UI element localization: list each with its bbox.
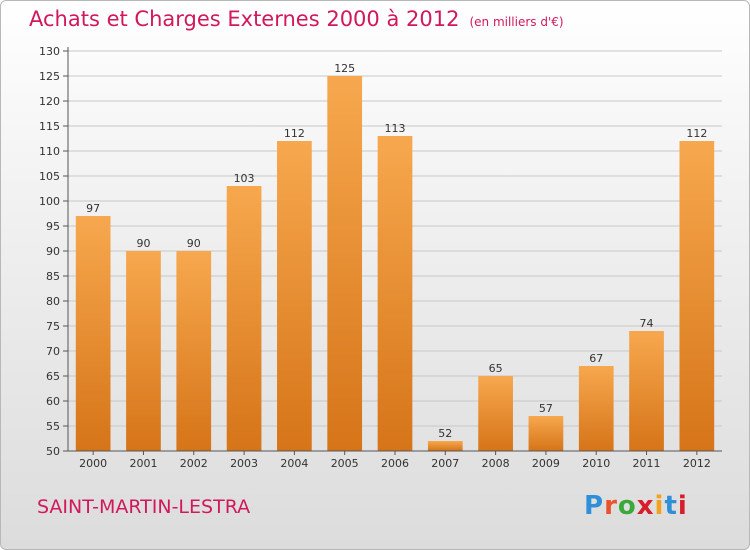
bar-2012	[679, 141, 715, 451]
y-tick-label: 115	[39, 120, 60, 133]
chart-title: Achats et Charges Externes 2000 à 2012 (e…	[29, 7, 564, 31]
logo-letter: r	[604, 491, 618, 521]
y-tick-label: 80	[46, 295, 60, 308]
y-tick-label: 110	[39, 145, 60, 158]
bar-2001	[126, 251, 161, 451]
data-label-2007: 52	[438, 427, 452, 440]
title-text: Achats et Charges Externes 2000 à 2012	[29, 7, 460, 31]
y-tick-label: 130	[39, 45, 60, 58]
data-label-2002: 90	[187, 237, 201, 250]
x-tick-label-2008: 2008	[482, 457, 510, 470]
data-label-2005: 125	[334, 62, 355, 75]
bar-2006	[377, 136, 413, 451]
x-tick-label-2005: 2005	[331, 457, 359, 470]
logo-letter: x	[636, 491, 655, 521]
bar-2009	[528, 416, 564, 451]
bar-2008	[478, 376, 513, 451]
logo-letter: P	[584, 491, 605, 521]
data-label-2009: 57	[539, 402, 553, 415]
logo-letter: i	[654, 491, 665, 521]
bar-2004	[277, 141, 312, 451]
y-tick-label: 50	[46, 445, 60, 458]
data-label-2001: 90	[136, 237, 150, 250]
proxiti-logo: Proxiti	[584, 491, 688, 521]
commune-name: SAINT-MARTIN-LESTRA	[37, 496, 251, 518]
logo-letter: i	[677, 491, 688, 521]
bar-2000	[75, 216, 111, 451]
data-label-2006: 113	[385, 122, 406, 135]
y-tick-label: 105	[39, 170, 60, 183]
data-label-2010: 67	[589, 352, 603, 365]
bars	[75, 76, 715, 451]
y-tick-label: 85	[46, 270, 60, 283]
x-tick-label-2011: 2011	[633, 457, 661, 470]
y-tick-label: 100	[39, 195, 60, 208]
bar-2011	[629, 331, 664, 451]
x-tick-label-2000: 2000	[79, 457, 107, 470]
logo-letter: t	[664, 491, 678, 521]
axes	[63, 47, 722, 455]
y-tick-label: 65	[46, 370, 60, 383]
labels: 50 55 60 65 70 75 80 85 90 95 100 105 110 115 120 125 13…	[39, 45, 711, 470]
data-label-2004: 112	[284, 127, 305, 140]
bar-2002	[176, 251, 212, 451]
data-label-2003: 103	[234, 172, 255, 185]
bar-2010	[578, 366, 614, 451]
x-tick-label-2004: 2004	[280, 457, 308, 470]
logo-letter: o	[617, 491, 637, 521]
data-label-2011: 74	[640, 317, 654, 330]
y-tick-label: 60	[46, 395, 60, 408]
x-tick-label-2006: 2006	[381, 457, 409, 470]
y-tick-label: 70	[46, 345, 60, 358]
x-tick-label-2012: 2012	[683, 457, 711, 470]
y-tick-label: 75	[46, 320, 60, 333]
x-tick-label-2001: 2001	[129, 457, 157, 470]
y-tick-label: 95	[46, 220, 60, 233]
bar-2003	[226, 186, 262, 451]
x-tick-label-2010: 2010	[582, 457, 610, 470]
data-label-2000: 97	[86, 202, 100, 215]
unit-label: (en milliers d'€)	[469, 15, 564, 29]
y-tick-label: 120	[39, 95, 60, 108]
x-tick-label-2002: 2002	[180, 457, 208, 470]
x-tick-label-2009: 2009	[532, 457, 560, 470]
x-tick-label-2003: 2003	[230, 457, 258, 470]
x-tick-label-2007: 2007	[431, 457, 459, 470]
data-label-2008: 65	[489, 362, 503, 375]
y-tick-label: 90	[46, 245, 60, 258]
data-label-2012: 112	[686, 127, 707, 140]
y-tick-label: 125	[39, 70, 60, 83]
y-tick-label: 55	[46, 420, 60, 433]
bar-2007	[427, 441, 463, 451]
bar-2005	[327, 76, 363, 451]
